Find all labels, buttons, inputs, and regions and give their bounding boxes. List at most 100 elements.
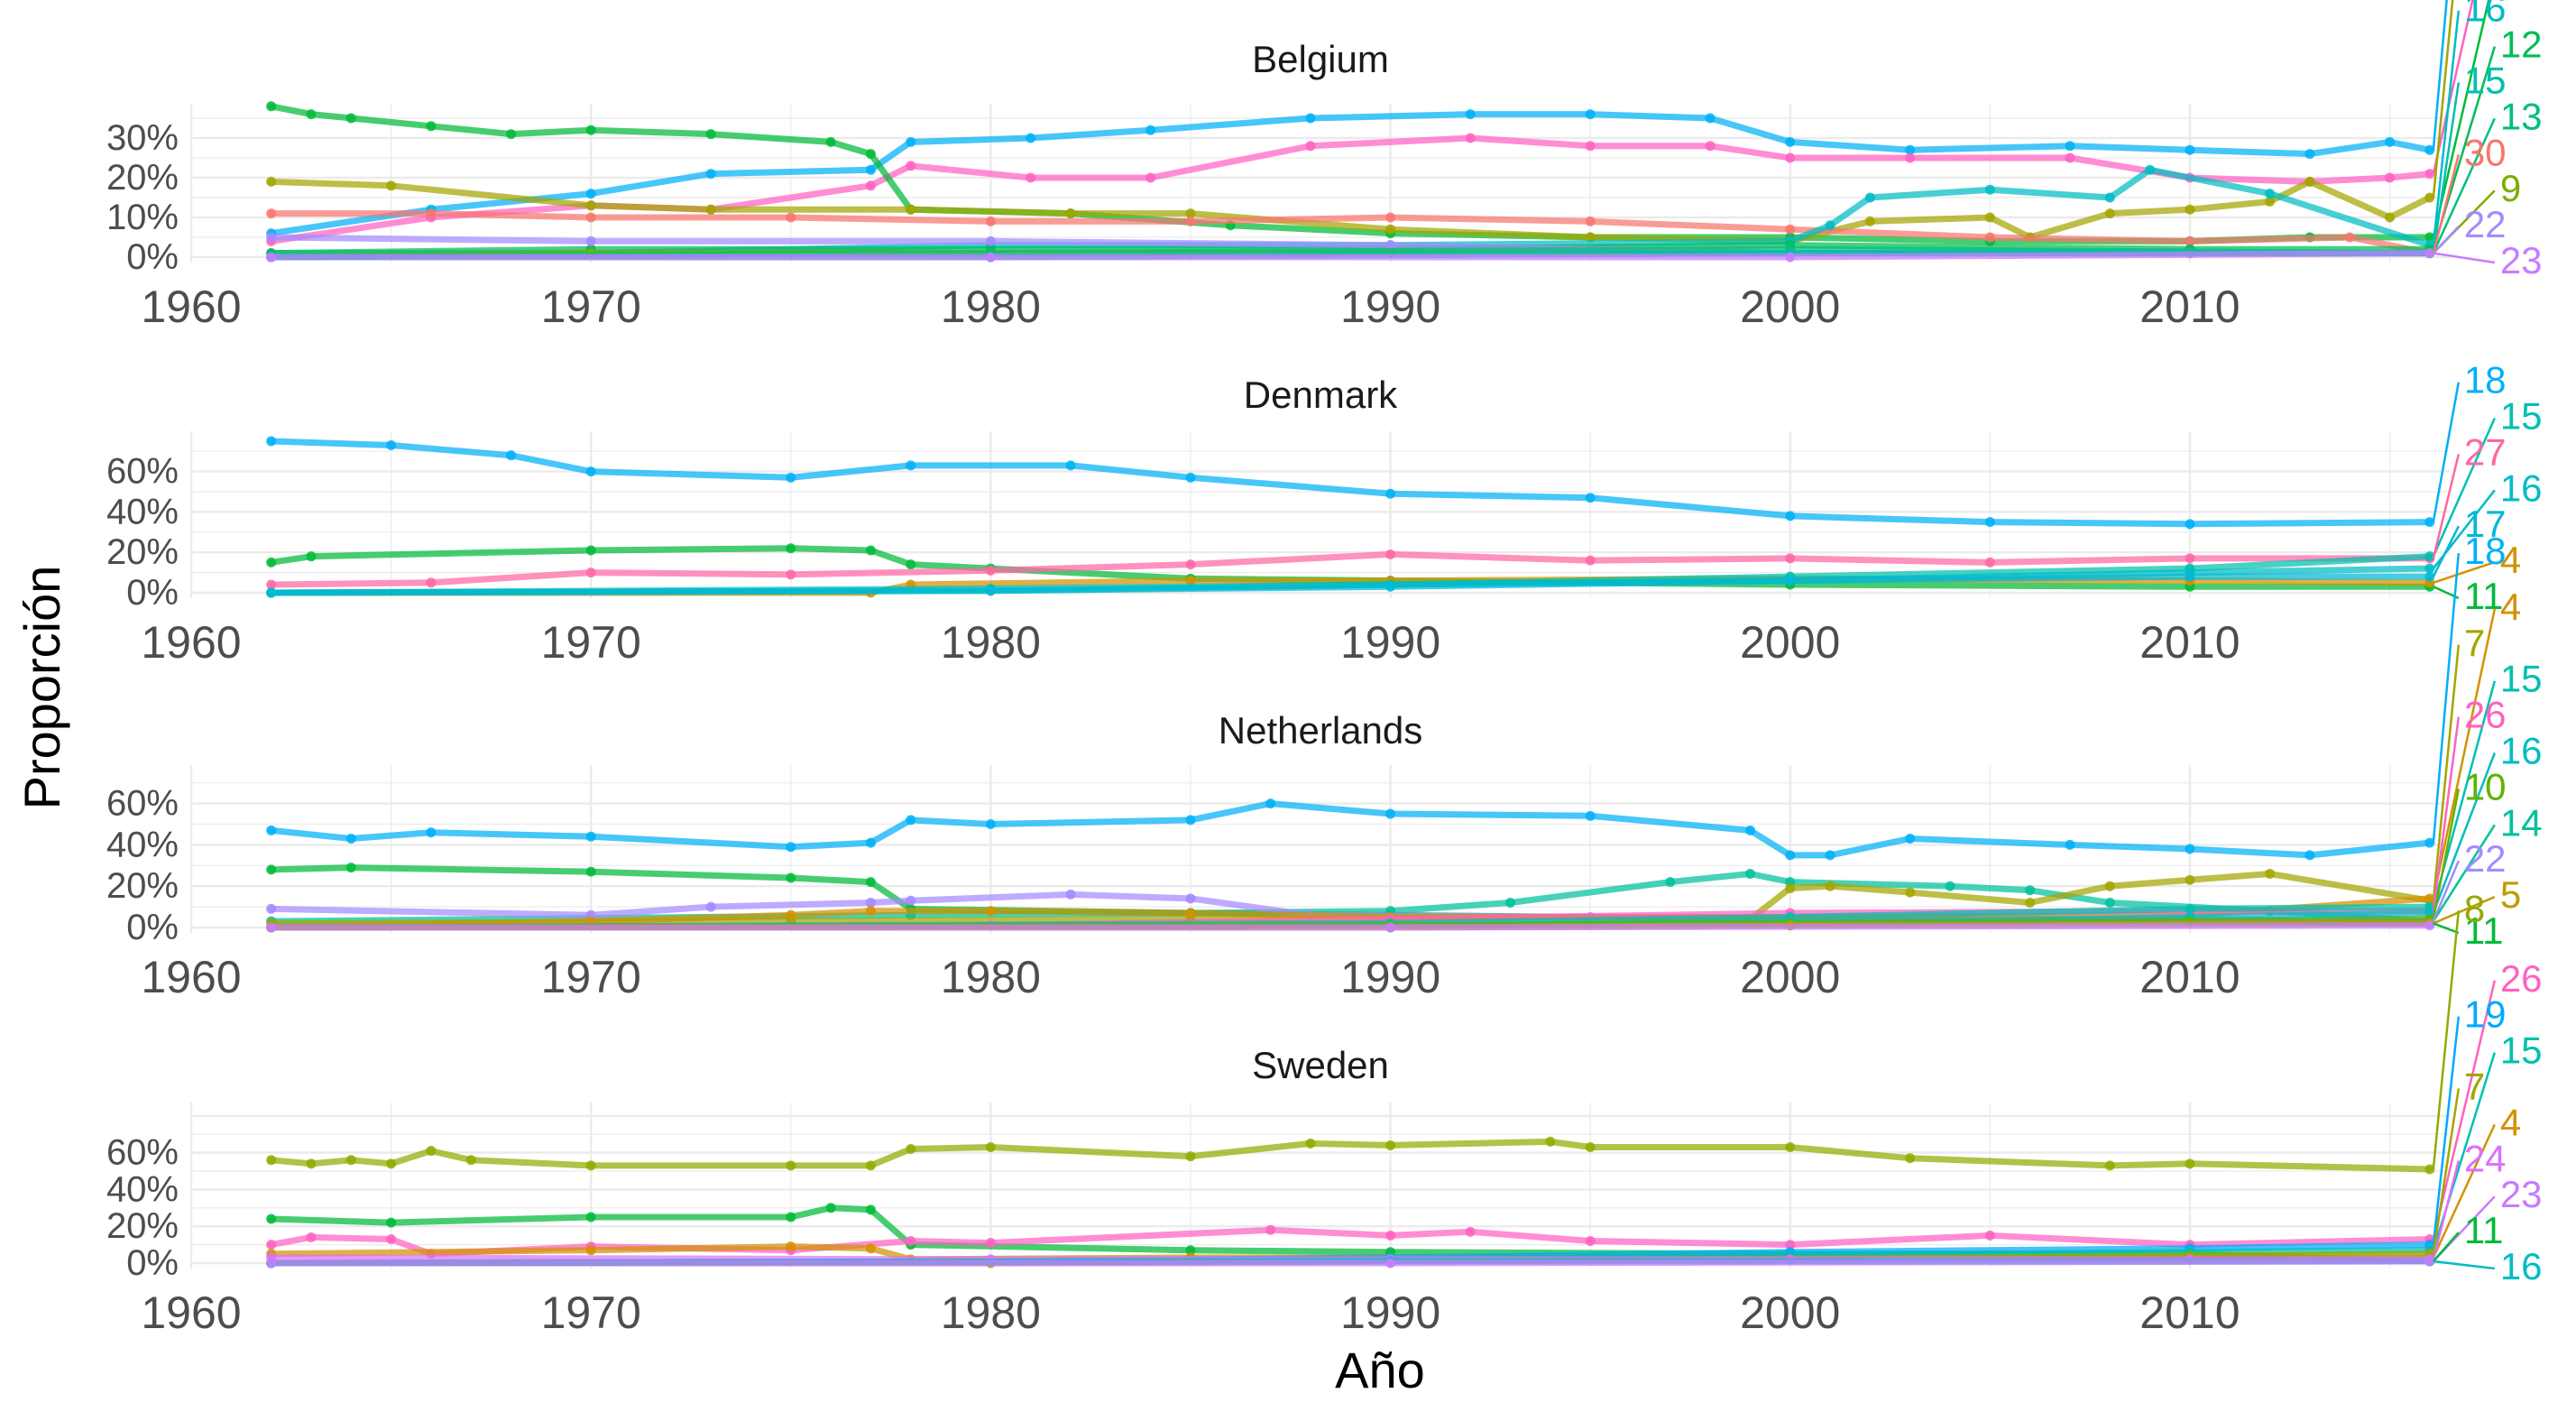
label-leader-18 — [2432, 382, 2461, 522]
x-tick-label: 2010 — [2139, 952, 2240, 1002]
data-point-11 — [266, 864, 277, 875]
data-point-18 — [906, 815, 916, 826]
label-leader-19 — [2432, 1016, 2461, 1245]
end-label-15: 15 — [2500, 1029, 2543, 1072]
y-tick-label: 40% — [106, 1169, 179, 1209]
x-tick-label: 1990 — [1340, 281, 1440, 332]
x-tick-label: 1960 — [141, 281, 241, 332]
data-point-11 — [585, 1212, 596, 1223]
data-point-4 — [786, 1241, 796, 1252]
data-point-18 — [1465, 109, 1476, 120]
x-axis-title: Año — [1335, 1342, 1425, 1398]
end-label-7: 7 — [2464, 622, 2485, 664]
data-point-26 — [1465, 1226, 1476, 1237]
data-point-18 — [585, 831, 596, 842]
data-point-11 — [345, 863, 356, 873]
data-point-4 — [865, 906, 876, 917]
y-tick-label: 0% — [126, 1243, 179, 1283]
data-point-18 — [266, 436, 277, 447]
data-point-27 — [1785, 553, 1796, 564]
data-point-11 — [1185, 1245, 1196, 1256]
data-point-14 — [1945, 881, 1955, 891]
data-point-7 — [906, 204, 916, 215]
end-label-16: 16 — [2464, 0, 2507, 30]
data-point-18 — [985, 819, 996, 829]
data-point-11 — [906, 559, 916, 570]
data-point-18 — [786, 842, 796, 853]
label-leader-15 — [2432, 417, 2496, 558]
data-point-8 — [2185, 1158, 2195, 1169]
x-tick-label: 1980 — [941, 617, 1041, 668]
data-point-8 — [906, 1144, 916, 1155]
data-point-18 — [1585, 810, 1596, 821]
data-point-22 — [1385, 240, 1396, 251]
data-point-18 — [906, 136, 916, 147]
data-point-26 — [1385, 1230, 1396, 1241]
data-point-23 — [2424, 248, 2435, 259]
end-label-4: 4 — [2500, 539, 2521, 581]
label-leader-4 — [2433, 560, 2496, 584]
data-point-18 — [2305, 149, 2315, 160]
x-tick-label: 1970 — [541, 952, 641, 1002]
data-point-18 — [1785, 511, 1796, 521]
panel-title: Belgium — [1252, 38, 1389, 80]
data-point-18 — [1905, 144, 1916, 155]
data-point-18 — [2305, 850, 2315, 861]
y-tick-label: 60% — [106, 1133, 179, 1173]
data-point-22 — [266, 232, 277, 243]
data-point-18 — [1145, 125, 1156, 135]
data-point-18 — [266, 825, 277, 835]
data-point-18 — [426, 827, 437, 838]
data-point-7 — [2104, 208, 2115, 219]
data-point-8 — [426, 1146, 437, 1157]
data-point-26 — [1026, 172, 1036, 183]
data-point-18 — [2185, 144, 2195, 155]
data-point-23 — [985, 252, 996, 263]
data-point-26 — [306, 1232, 317, 1242]
y-tick-label: 10% — [106, 198, 179, 237]
series-line-26 — [268, 1226, 2433, 1258]
end-label-18: 18 — [2464, 359, 2507, 401]
data-point-14 — [2025, 885, 2036, 896]
data-point-11 — [865, 149, 876, 160]
end-label-4: 4 — [2500, 586, 2521, 628]
end-label-5: 5 — [2500, 873, 2521, 916]
label-leader-16 — [2432, 752, 2497, 914]
end-label-23: 23 — [2500, 239, 2543, 281]
end-label-24: 24 — [2464, 1137, 2507, 1179]
data-point-11 — [266, 101, 277, 112]
data-point-4 — [2424, 893, 2435, 904]
panel-belgium: Belgium 0%10%20%30% 1960 1970 1980 1990 2000 20… — [106, 0, 2543, 332]
data-point-16 — [1984, 184, 1995, 195]
data-point-30 — [1984, 232, 1995, 243]
data-point-7 — [1905, 887, 1916, 898]
y-tick-label: 30% — [106, 118, 179, 158]
data-point-11 — [825, 1203, 836, 1213]
label-leader-18 — [2432, 552, 2461, 844]
data-point-30 — [2185, 235, 2195, 246]
data-point-17 — [985, 586, 996, 596]
end-label-13: 13 — [2500, 95, 2543, 137]
label-leader-10 — [2432, 789, 2461, 920]
data-point-26 — [1984, 1230, 1995, 1241]
data-point-18 — [1385, 488, 1396, 499]
series-line-23 — [268, 1258, 2433, 1267]
data-point-7 — [2305, 176, 2315, 187]
data-point-8 — [786, 1160, 796, 1171]
data-point-8 — [1545, 1136, 1556, 1147]
label-leader-14 — [2432, 824, 2496, 922]
data-point-16 — [2265, 189, 2276, 199]
x-tick-label: 2010 — [2139, 617, 2240, 668]
data-point-7 — [705, 204, 716, 215]
data-point-11 — [865, 877, 876, 888]
data-point-7 — [2185, 204, 2195, 215]
data-point-8 — [865, 1160, 876, 1171]
label-leader-24 — [2432, 1159, 2461, 1260]
data-point-11 — [2424, 232, 2435, 243]
x-tick-label: 1980 — [941, 952, 1041, 1002]
data-point-16 — [2145, 164, 2156, 175]
data-point-22 — [865, 898, 876, 909]
